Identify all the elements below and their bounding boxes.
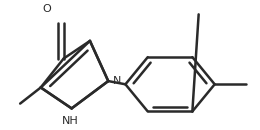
Text: O: O	[43, 4, 51, 14]
Text: NH: NH	[61, 116, 78, 126]
Text: N: N	[113, 76, 122, 86]
